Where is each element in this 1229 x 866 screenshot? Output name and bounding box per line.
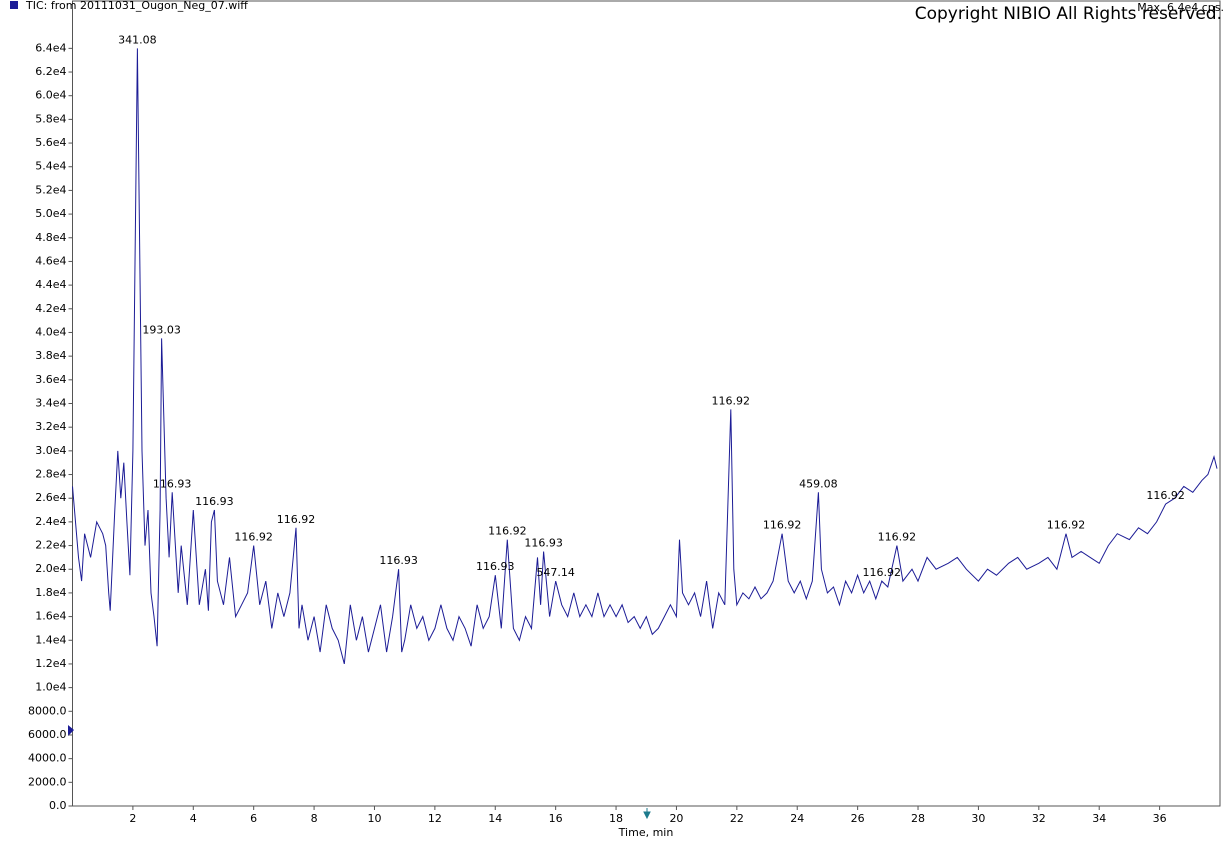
peak-label: 116.92	[863, 566, 902, 579]
y-tick-label: 3.8e4	[35, 349, 66, 362]
peak-label: 116.93	[153, 477, 192, 490]
y-tick-label: 4.8e4	[35, 231, 66, 244]
peak-label: 341.08	[118, 33, 157, 46]
chart-title: TIC: from 20111031_Ougon_Neg_07.wiff	[25, 0, 248, 12]
peak-label: 116.92	[712, 394, 751, 407]
y-tick-label: 2.0e4	[35, 562, 66, 575]
peak-label: 116.92	[878, 531, 917, 544]
x-tick-label: 14	[488, 812, 502, 825]
y-tick-label: 6.4e4	[35, 41, 66, 54]
y-tick-label: 3.6e4	[35, 373, 66, 386]
peak-label: 547.14	[536, 566, 575, 579]
peak-label: 116.92	[1146, 489, 1185, 502]
y-tick-label: 5.0e4	[35, 207, 66, 220]
peak-label: 116.92	[234, 531, 273, 544]
y-tick-label: 5.8e4	[35, 112, 66, 125]
peak-label: 193.03	[142, 323, 181, 336]
y-tick-label: 6.2e4	[35, 65, 66, 78]
x-tick-label: 18	[609, 812, 623, 825]
x-tick-label: 8	[311, 812, 318, 825]
y-tick-label: 2000.0	[28, 775, 67, 788]
legend-swatch	[10, 1, 18, 9]
y-tick-label: 3.0e4	[35, 444, 66, 457]
plot-frame	[72, 0, 1221, 807]
peak-label: 116.92	[488, 525, 527, 538]
x-tick-label: 10	[367, 812, 381, 825]
x-tick-label: 20	[669, 812, 683, 825]
x-tick-label: 22	[730, 812, 744, 825]
y-tick-label: 1.2e4	[35, 657, 66, 670]
x-tick-label: 6	[250, 812, 257, 825]
x-axis-label: Time, min	[618, 826, 674, 839]
copyright: Copyright NIBIO All Rights reserved.	[915, 4, 1222, 24]
x-tick-label: 30	[971, 812, 985, 825]
y-tick-label: 4.4e4	[35, 278, 66, 291]
tic-line	[72, 48, 1218, 665]
peak-label: 116.92	[277, 513, 316, 526]
peak-label: 116.93	[476, 560, 515, 573]
peak-label: 459.08	[799, 477, 838, 490]
y-tick-label: 4000.0	[28, 752, 67, 765]
y-tick-label: 4.2e4	[35, 302, 66, 315]
x-tick-label: 12	[428, 812, 442, 825]
y-tick-label: 1.8e4	[35, 586, 66, 599]
peak-label: 116.93	[524, 536, 563, 549]
y-tick-label: 5.6e4	[35, 136, 66, 149]
y-tick-label: 1.0e4	[35, 681, 66, 694]
y-tick-label: 3.4e4	[35, 397, 66, 410]
x-tick-label: 26	[851, 812, 865, 825]
peak-label: 116.93	[379, 554, 418, 567]
y-tick-label: 5.2e4	[35, 183, 66, 196]
y-tick-label: 4.0e4	[35, 325, 66, 338]
time-marker	[643, 808, 651, 820]
y-tick-label: 2.2e4	[35, 539, 66, 552]
y-tick-label: 5.4e4	[35, 160, 66, 173]
x-tick-label: 16	[549, 812, 563, 825]
y-tick-label: 3.2e4	[35, 420, 66, 433]
y-tick-label: 6000.0	[28, 728, 67, 741]
y-tick-label: 6.0e4	[35, 89, 66, 102]
y-tick-label: 4.6e4	[35, 254, 66, 267]
x-tick-label: 32	[1032, 812, 1046, 825]
x-tick-label: 34	[1092, 812, 1106, 825]
x-tick-label: 36	[1153, 812, 1167, 825]
y-tick-label: 2.4e4	[35, 515, 66, 528]
x-tick-label: 24	[790, 812, 804, 825]
y-tick-label: 1.6e4	[35, 610, 66, 623]
x-tick-label: 4	[190, 812, 197, 825]
y-tick-label: 2.8e4	[35, 468, 66, 481]
y-tick-label: 2.6e4	[35, 491, 66, 504]
x-tick-label: 2	[129, 812, 136, 825]
x-tick-label: 28	[911, 812, 925, 825]
y-tick-label: 1.4e4	[35, 633, 66, 646]
peak-label: 116.92	[1047, 519, 1086, 532]
peak-label: 116.93	[195, 495, 234, 508]
baseline-marker	[68, 725, 74, 736]
peak-label: 116.92	[763, 519, 802, 532]
max-label: Max. 6.4e4 cps.	[1137, 1, 1224, 14]
y-tick-label: 8000.0	[28, 704, 67, 717]
y-tick-label: 0.0	[49, 799, 67, 812]
